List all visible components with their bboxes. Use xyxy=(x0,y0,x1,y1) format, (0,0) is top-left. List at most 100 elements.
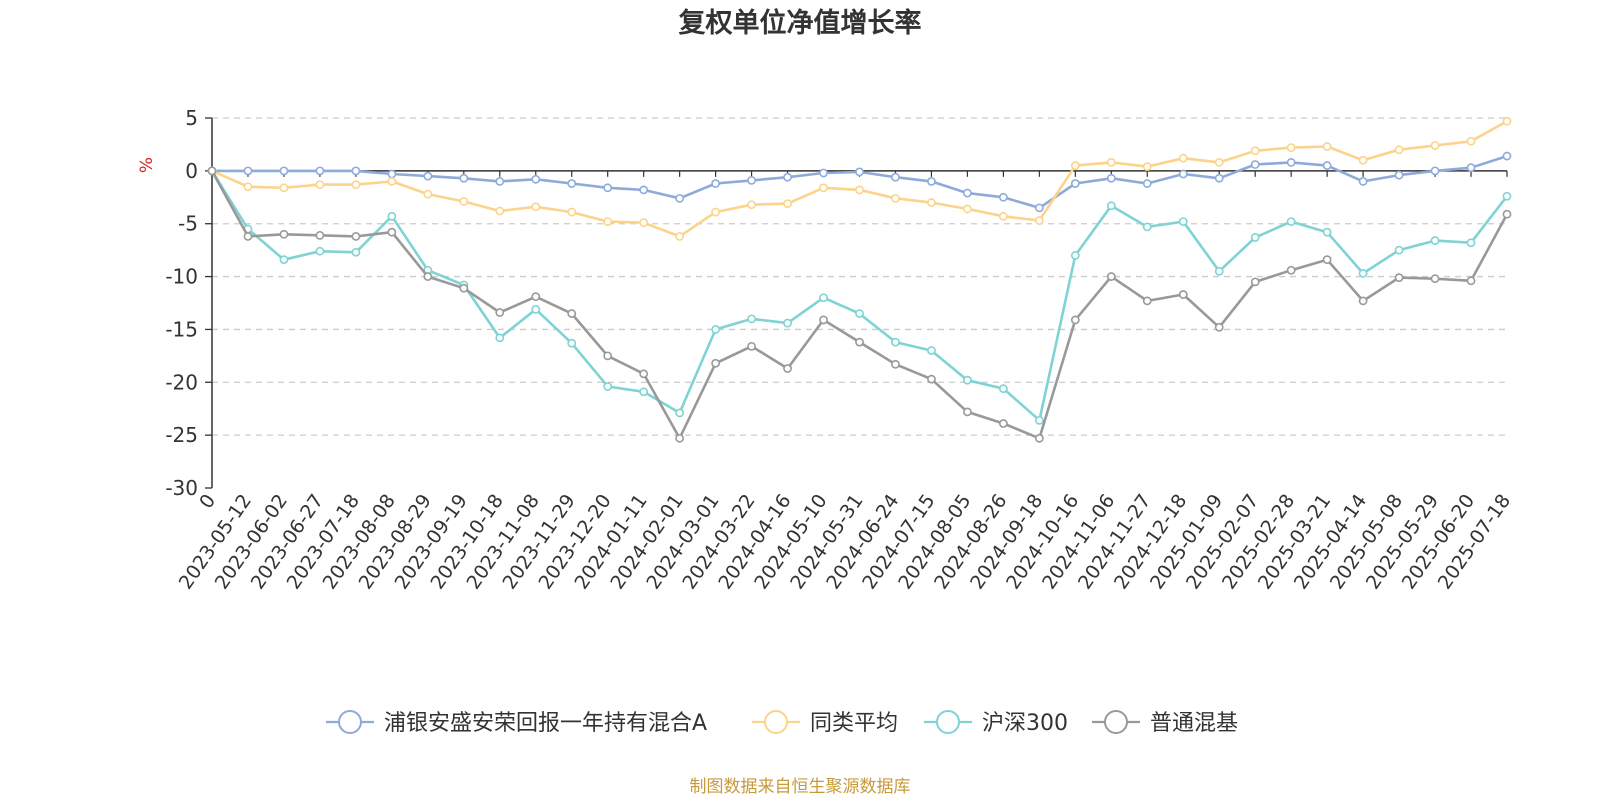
data-point xyxy=(1394,273,1404,283)
data-point xyxy=(675,433,685,443)
legend[interactable]: 浦银安盛安荣回报一年持有混合A 同类平均 沪深300 普通混基 xyxy=(326,710,1238,736)
data-point xyxy=(675,193,685,203)
data-point xyxy=(711,358,721,368)
y-axis-unit: % xyxy=(137,157,157,173)
data-point xyxy=(1430,236,1440,246)
data-point xyxy=(423,171,433,181)
data-point xyxy=(567,207,577,217)
data-point xyxy=(531,174,541,184)
data-point xyxy=(1250,160,1260,169)
data-point xyxy=(1034,216,1044,225)
data-point xyxy=(1178,169,1188,179)
data-point xyxy=(927,374,936,384)
y-tick-label: -5 xyxy=(178,212,198,236)
data-point xyxy=(1106,173,1116,183)
legend-item-3[interactable]: 普通混基 xyxy=(1092,710,1238,736)
data-point xyxy=(1430,274,1440,284)
data-point xyxy=(1106,157,1116,167)
data-point xyxy=(1322,255,1332,265)
series-line xyxy=(211,120,1508,238)
data-point xyxy=(531,202,541,212)
data-point xyxy=(1106,272,1116,281)
series-line xyxy=(210,170,1509,440)
data-point xyxy=(819,168,828,178)
data-point xyxy=(1034,203,1044,213)
data-point xyxy=(423,189,433,199)
data-point xyxy=(1502,209,1512,219)
data-point xyxy=(747,175,756,185)
data-point xyxy=(891,172,900,182)
data-point xyxy=(639,218,649,228)
x-tick-label: 0 xyxy=(195,490,220,513)
data-point xyxy=(1250,233,1260,242)
data-point xyxy=(279,183,289,193)
data-point xyxy=(927,177,936,186)
data-point xyxy=(1178,153,1188,163)
data-point xyxy=(603,217,613,226)
y-tick-label: -30 xyxy=(165,476,198,500)
data-point xyxy=(1466,136,1476,146)
legend-label: 同类平均 xyxy=(810,711,898,736)
data-point xyxy=(1358,296,1368,306)
data-point xyxy=(1358,268,1368,278)
data-point xyxy=(998,192,1008,202)
data-point xyxy=(711,179,721,188)
y-tick-label: -20 xyxy=(165,370,198,394)
data-point xyxy=(819,183,828,193)
data-point xyxy=(279,166,289,176)
data-point xyxy=(531,292,541,302)
data-point xyxy=(639,387,649,397)
data-point xyxy=(1142,222,1152,232)
data-point xyxy=(747,314,756,324)
data-point xyxy=(891,193,900,203)
data-point xyxy=(783,172,792,182)
data-point xyxy=(423,272,433,281)
data-point xyxy=(1502,116,1512,126)
series-2 xyxy=(207,166,1512,425)
data-point xyxy=(783,199,792,209)
legend-label: 浦银安盛安荣回报一年持有混合A xyxy=(384,711,707,736)
data-point xyxy=(711,325,721,334)
legend-item-0[interactable]: 浦银安盛安荣回报一年持有混合A xyxy=(326,710,707,736)
data-point xyxy=(1070,179,1080,188)
data-point xyxy=(243,182,253,192)
data-point xyxy=(315,166,325,176)
data-point xyxy=(963,407,972,417)
legend-item-1[interactable]: 同类平均 xyxy=(752,710,898,736)
data-point xyxy=(315,180,325,189)
data-point xyxy=(1142,179,1152,188)
data-point xyxy=(603,351,613,361)
data-point xyxy=(1178,290,1188,299)
data-point xyxy=(1142,296,1152,306)
data-point xyxy=(1286,265,1296,275)
data-point xyxy=(351,231,361,241)
data-point xyxy=(351,247,361,257)
data-point xyxy=(855,185,864,195)
data-point xyxy=(531,304,541,314)
data-point xyxy=(998,211,1008,221)
data-point xyxy=(1466,163,1476,173)
data-point xyxy=(1070,161,1080,170)
data-point xyxy=(1430,141,1440,150)
legend-circle-icon xyxy=(936,710,960,734)
data-point xyxy=(1286,157,1296,167)
legend-label: 普通混基 xyxy=(1150,711,1238,736)
data-point xyxy=(603,382,613,391)
data-point xyxy=(567,309,577,318)
data-point xyxy=(963,375,972,385)
y-tick-label: -10 xyxy=(165,265,198,289)
data-point xyxy=(1250,146,1260,156)
data-point xyxy=(675,408,685,418)
data-point xyxy=(1214,157,1224,167)
data-point xyxy=(243,231,253,241)
data-point xyxy=(998,419,1008,428)
data-point xyxy=(459,197,469,206)
data-point xyxy=(675,231,685,241)
data-point xyxy=(891,337,900,347)
data-point xyxy=(1358,155,1368,165)
legend-item-2[interactable]: 沪深300 xyxy=(924,710,1068,736)
data-point xyxy=(783,364,792,373)
data-point xyxy=(1070,251,1080,260)
data-point xyxy=(1214,173,1224,183)
